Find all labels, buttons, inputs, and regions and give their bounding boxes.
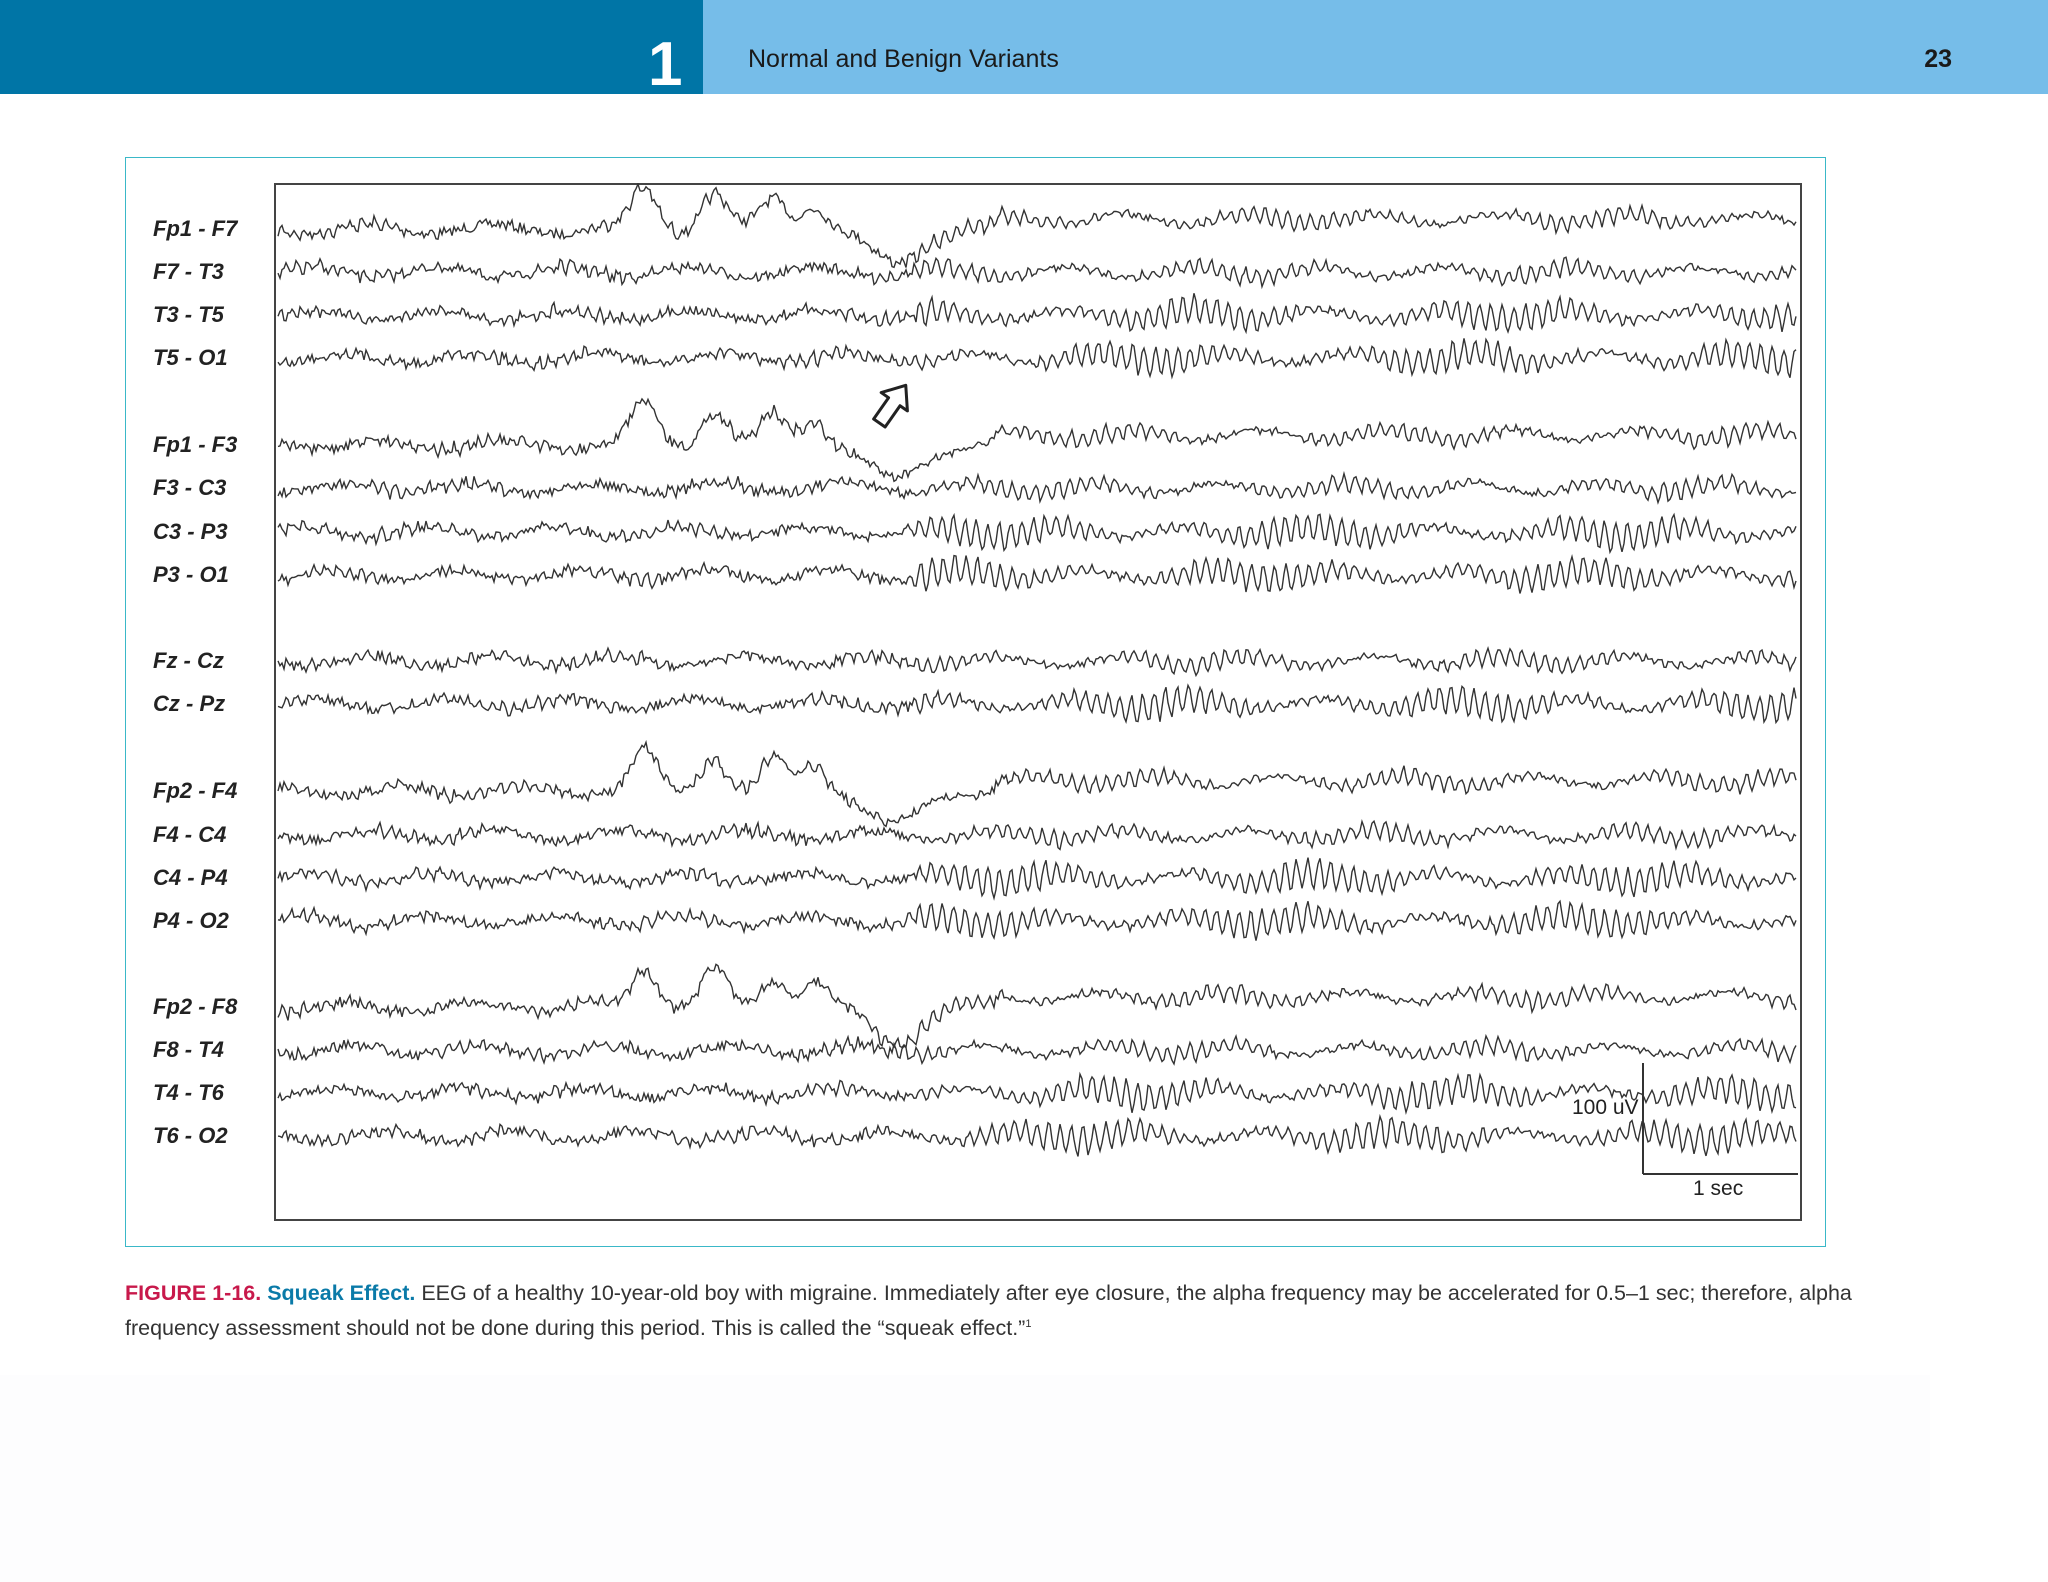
channel-label: F8 - T4 — [153, 1037, 224, 1062]
header-title-bar — [703, 0, 2048, 94]
channel-label: P4 - O2 — [153, 908, 229, 933]
channel-label: C4 - P4 — [153, 865, 228, 890]
figure-frame — [125, 157, 1826, 1247]
eeg-trace-fp1-f3 — [277, 397, 1797, 483]
page-background — [0, 1375, 1930, 1582]
calibration-time-label: 1 sec — [1693, 1177, 1744, 1200]
header-chapter-block — [0, 0, 703, 94]
chapter-title: Normal and Benign Variants — [748, 45, 1059, 73]
eeg-trace-p4-o2 — [277, 899, 1797, 941]
calibration-marker — [1642, 1063, 1798, 1175]
eeg-trace-fp2-f4 — [277, 739, 1797, 828]
channel-label: F7 - T3 — [153, 259, 224, 284]
eeg-trace-fz-cz — [277, 646, 1797, 678]
eeg-trace-f4-c4 — [277, 818, 1797, 851]
eeg-trace-c3-p3 — [277, 512, 1797, 555]
eeg-plot — [274, 183, 1802, 1221]
channel-label: T5 - O1 — [153, 345, 228, 370]
channel-label: F4 - C4 — [153, 822, 227, 847]
channel-label: Fz - Cz — [153, 648, 224, 673]
channel-label: P3 - O1 — [153, 562, 229, 587]
channel-label: Fp1 - F7 — [153, 216, 238, 241]
eeg-trace-t3-t5 — [277, 293, 1797, 335]
channel-label: Fp2 - F8 — [153, 994, 238, 1019]
eeg-trace-f8-t4 — [277, 1033, 1797, 1066]
eeg-trace-fp1-f7 — [277, 183, 1797, 269]
arrow-icon — [872, 383, 909, 429]
chapter-number: 1 — [648, 30, 683, 99]
plot-border — [274, 183, 1802, 1221]
caption-text: EEG of a healthy 10-year-old boy with mi… — [125, 1281, 1852, 1341]
calibration-amplitude-label: 100 uV — [1572, 1096, 1639, 1119]
eeg-trace-f3-c3 — [277, 470, 1797, 505]
eeg-traces — [277, 183, 1797, 1157]
caption-number: FIGURE 1-16. — [125, 1281, 262, 1305]
channel-label: T4 - T6 — [153, 1080, 224, 1105]
figure-caption: FIGURE 1-16. Squeak Effect. EEG of a hea… — [125, 1278, 1945, 1344]
caption-footnote: 1 — [1025, 1318, 1032, 1330]
channel-label: T6 - O2 — [153, 1123, 228, 1148]
caption-title: Squeak Effect. — [267, 1281, 416, 1305]
channel-label: C3 - P3 — [153, 519, 228, 544]
channel-label: Cz - Pz — [153, 691, 226, 716]
channel-label: Fp2 - F4 — [153, 778, 238, 803]
eeg-trace-cz-pz — [277, 683, 1797, 725]
channel-label: Fp1 - F3 — [153, 432, 238, 457]
eeg-trace-p3-o1 — [277, 553, 1797, 594]
eeg-trace-fp2-f8 — [277, 963, 1797, 1049]
page-number: 23 — [1924, 45, 1952, 73]
channel-label: T3 - T5 — [153, 302, 224, 327]
eeg-trace-t4-t6 — [277, 1071, 1797, 1116]
eeg-trace-f7-t3 — [277, 256, 1797, 290]
eeg-trace-t5-o1 — [277, 337, 1797, 380]
channel-label: F3 - C3 — [153, 475, 227, 500]
eeg-trace-c4-p4 — [277, 857, 1797, 901]
eeg-trace-t6-o2 — [277, 1113, 1797, 1157]
